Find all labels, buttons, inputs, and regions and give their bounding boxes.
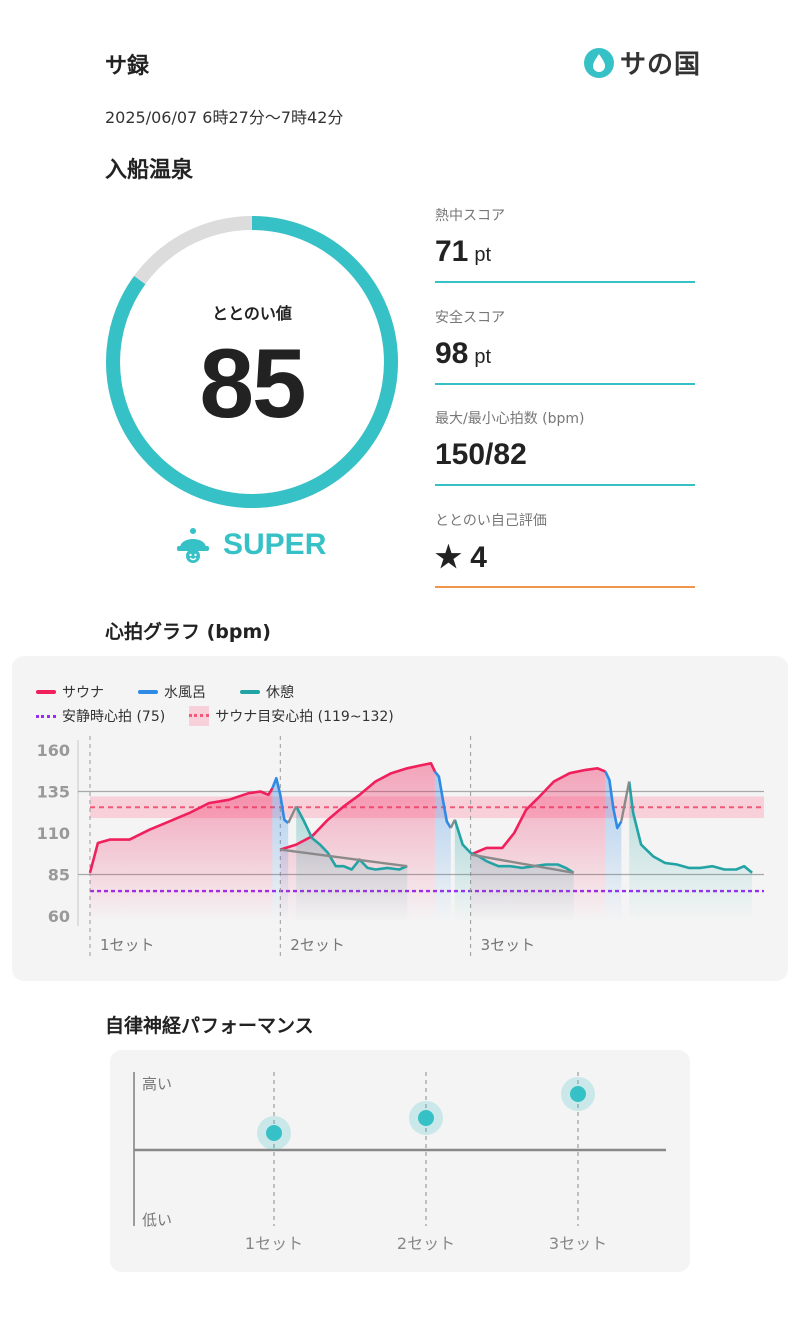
cold-swatch	[138, 690, 158, 694]
sauna-line	[88, 787, 274, 874]
metric-label: 熱中スコア	[435, 208, 505, 224]
y-tick-label: 60	[48, 907, 70, 926]
rest-swatch	[240, 690, 260, 694]
transition-line	[287, 805, 298, 824]
performance-point	[418, 1110, 434, 1126]
set-label: 1セット	[100, 936, 155, 954]
rest-area	[454, 819, 574, 922]
metric-value: 98	[435, 337, 469, 370]
rest-line	[453, 819, 575, 874]
autonomic-title: 自律神経パフォーマンス	[105, 1015, 314, 1037]
y-tick-label: 110	[37, 824, 70, 843]
session-datetime: 2025/06/07 6時27分〜7時42分	[105, 108, 344, 127]
metric-safety-score: 安全スコア 98 pt	[435, 307, 695, 385]
metric-label: ととのい自己評価	[435, 513, 547, 529]
metric-label: 安全スコア	[435, 310, 505, 326]
legend-cold: 水風呂	[164, 685, 206, 701]
sauna-line	[279, 762, 437, 851]
transition-line	[620, 781, 631, 822]
legend-rest: 休憩	[266, 685, 294, 701]
y-tick-label: 85	[48, 866, 70, 885]
sauna-swatch	[36, 690, 56, 694]
sauna-line	[470, 767, 606, 856]
heart-chart-card: サウナ 水風呂 休憩 安静時心拍 (75) サウナ目安心拍 (119~132)	[12, 656, 788, 981]
cold-area	[605, 771, 622, 922]
score-value: 85	[199, 328, 306, 438]
metric-value: 71	[435, 235, 469, 268]
brand-logo: サの国	[584, 44, 701, 81]
metric-label: 最大/最小心拍数 (bpm)	[435, 411, 585, 427]
autonomic-card: 高い低い 1セット 2セット 3セット	[110, 1050, 690, 1272]
rest-line	[295, 805, 408, 871]
set-label: 3セット	[549, 1234, 607, 1253]
rest-area	[296, 806, 408, 922]
sauna-hat-icon	[177, 528, 209, 563]
metric-value: 150/82	[435, 438, 527, 471]
rest-line	[627, 781, 753, 874]
legend-target: サウナ目安心拍 (119~132)	[215, 709, 394, 725]
resting-swatch	[36, 714, 56, 718]
cold-line	[604, 771, 623, 830]
performance-point	[570, 1086, 586, 1102]
divider	[435, 383, 695, 385]
divider	[435, 586, 695, 588]
cold-area	[434, 771, 451, 922]
sauna-area	[90, 788, 273, 922]
y-tick-label: 135	[37, 783, 70, 802]
legend-row-2: 安静時心拍 (75) サウナ目安心拍 (119~132)	[36, 706, 394, 726]
facility-name: 入船温泉	[105, 158, 194, 183]
legend-row-1: サウナ 水風呂 休憩	[36, 682, 294, 702]
drop-icon	[584, 47, 614, 78]
metric-value: ★ 4	[435, 541, 487, 574]
metric-heat-score: 熱中スコア 71 pt	[435, 205, 695, 283]
cold-line	[271, 776, 290, 824]
legend-sauna: サウナ	[62, 685, 104, 701]
metric-unit: pt	[474, 244, 492, 266]
heart-rate-chart: 1セット 2セット 3セット 160 135 110 85 60	[37, 736, 764, 958]
score-label: ととのい値	[212, 304, 292, 323]
set-label: 2セット	[290, 936, 345, 954]
y-low-label: 低い	[142, 1211, 172, 1229]
set-label: 2セット	[397, 1234, 455, 1253]
legend-resting: 安静時心拍 (75)	[62, 709, 166, 725]
transition-line	[470, 853, 574, 875]
cold-line	[433, 770, 452, 829]
set-label: 1セット	[245, 1234, 303, 1253]
level-badge: SUPER	[175, 526, 326, 564]
heart-chart-title: 心拍グラフ (bpm)	[105, 621, 271, 643]
score-ring	[106, 216, 398, 508]
target-swatch	[189, 706, 210, 726]
metric-unit: pt	[474, 346, 492, 368]
y-tick-label: 160	[37, 741, 70, 760]
metric-heart-rate: 最大/最小心拍数 (bpm) 150/82	[435, 408, 695, 486]
metric-self-rating: ととのい自己評価 ★ 4	[435, 510, 695, 588]
divider	[435, 484, 695, 486]
rest-area	[629, 781, 753, 922]
transition-line	[449, 819, 456, 829]
divider	[435, 281, 695, 283]
set-label: 3セット	[481, 936, 536, 954]
performance-point	[266, 1125, 282, 1141]
y-high-label: 高い	[142, 1075, 172, 1093]
level-text: SUPER	[223, 528, 327, 561]
page-title: サ録	[105, 54, 150, 79]
brand-name: サの国	[620, 50, 702, 80]
transition-line	[280, 848, 408, 868]
